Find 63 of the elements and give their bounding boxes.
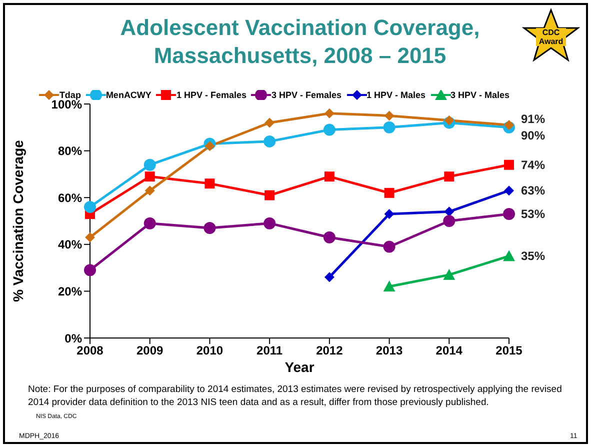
x-axis-title: Year — [284, 359, 315, 375]
legend-label: 1 HPV - Females — [176, 90, 246, 100]
chart-title: Adolescent Vaccination Coverage, Massachusetts, 2008 – 2015 — [119, 14, 481, 70]
x-tick-label: 2010 — [196, 344, 224, 358]
point — [504, 186, 514, 196]
x-tick-label: 2013 — [376, 344, 403, 358]
data-label: 74% — [521, 158, 546, 172]
point — [324, 172, 334, 182]
point — [444, 115, 454, 126]
data-label: 91% — [521, 112, 546, 126]
point — [384, 110, 394, 121]
point — [264, 190, 275, 200]
point — [204, 141, 215, 152]
point — [444, 172, 454, 182]
x-tick-label: 2011 — [256, 344, 283, 358]
point — [504, 160, 514, 170]
data-label: 35% — [521, 249, 546, 264]
y-tick-label: 0% — [64, 331, 82, 346]
point — [144, 217, 156, 230]
point — [84, 200, 96, 213]
y-tick-label: 40% — [58, 238, 82, 252]
point — [264, 118, 275, 128]
point — [323, 124, 336, 136]
point — [384, 188, 394, 198]
x-tick-label: 2009 — [136, 344, 164, 358]
point — [323, 231, 336, 244]
point — [504, 120, 514, 130]
point — [443, 215, 456, 227]
point — [324, 108, 334, 118]
point — [383, 240, 396, 253]
point — [204, 178, 215, 189]
point — [264, 135, 276, 148]
point — [144, 172, 155, 182]
legend-label: 3 HPV - Females — [271, 90, 342, 100]
y-tick-label: 80% — [58, 144, 82, 158]
data-label: 53% — [521, 206, 546, 221]
point — [383, 121, 396, 134]
point — [144, 186, 155, 196]
y-tick-label: 60% — [58, 190, 82, 205]
x-tick-label: 2015 — [496, 344, 523, 358]
x-tick-label: 2008 — [76, 344, 104, 358]
point — [264, 217, 276, 230]
y-tick-label: 20% — [58, 284, 82, 298]
point — [383, 280, 396, 292]
legend-label: 1 HPV - Males — [366, 90, 426, 100]
legend-label: 3 HPV - Males — [450, 90, 510, 100]
point — [503, 208, 515, 220]
y-axis-title: % Vaccination Coverage — [10, 140, 26, 302]
point — [444, 206, 454, 217]
point — [84, 264, 96, 276]
point — [324, 272, 334, 282]
point — [85, 232, 95, 242]
legend-label: MenACWY — [106, 90, 152, 100]
point — [443, 268, 456, 280]
x-tick-label: 2012 — [316, 344, 344, 358]
text: Note: For the purposes of comparability to 2014 estimates, 2013 estimates were revised by retrospectively applying the revised 2014 provider data definition to the 2013 NIS teen data and as a result, differ from those previously published. — [28, 383, 563, 409]
x-tick-label: 2014 — [436, 344, 463, 358]
data-label: 63% — [521, 184, 546, 198]
point — [144, 158, 156, 171]
point — [384, 208, 394, 219]
point — [204, 222, 216, 234]
data-label: 90% — [521, 128, 546, 142]
point — [503, 250, 515, 262]
